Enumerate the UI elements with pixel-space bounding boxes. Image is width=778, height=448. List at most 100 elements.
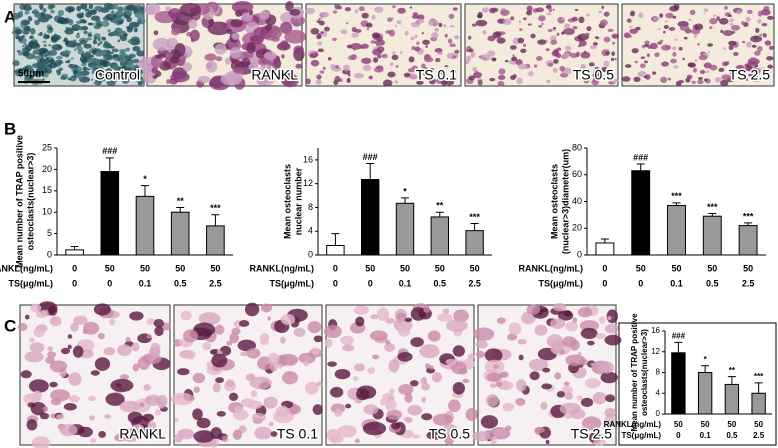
cell <box>561 385 573 395</box>
cell <box>56 414 65 420</box>
cell <box>332 37 337 41</box>
cell <box>674 38 678 41</box>
cell <box>454 35 460 40</box>
cell <box>128 53 136 59</box>
cell <box>348 55 356 61</box>
cell <box>760 9 771 16</box>
cell <box>39 58 46 63</box>
cell <box>652 71 657 75</box>
cell <box>153 319 165 328</box>
cell <box>88 4 94 10</box>
cell <box>593 438 606 447</box>
cell <box>83 30 88 35</box>
cell <box>416 41 420 45</box>
cell <box>631 48 639 54</box>
cell <box>580 397 594 408</box>
cell <box>588 62 595 67</box>
cell <box>482 29 487 35</box>
y-tick-label: 80 <box>572 142 582 152</box>
cell <box>555 53 562 59</box>
cell <box>113 64 119 71</box>
bar <box>206 225 225 256</box>
cell <box>613 78 619 83</box>
cell <box>382 79 393 87</box>
cell <box>661 61 670 67</box>
cell <box>387 71 396 78</box>
category-label: 50 <box>743 263 753 273</box>
cell <box>584 32 590 36</box>
cell <box>305 381 319 395</box>
cell <box>312 404 323 416</box>
cell <box>43 44 47 47</box>
cell <box>107 54 113 59</box>
cell <box>439 69 445 75</box>
cell <box>470 51 476 58</box>
cell <box>75 64 79 68</box>
cell <box>110 51 114 54</box>
cell <box>114 78 118 82</box>
cell <box>467 35 472 40</box>
cell <box>259 48 264 54</box>
cell <box>93 81 100 85</box>
cell <box>729 22 734 26</box>
cell <box>600 371 618 384</box>
cell <box>100 64 104 68</box>
cell <box>586 13 591 17</box>
cell <box>472 67 478 72</box>
cell <box>547 28 553 32</box>
cell <box>101 36 107 41</box>
cell <box>537 39 547 45</box>
cell <box>621 76 631 82</box>
row-label: RANKL(ng/mL) <box>519 263 584 273</box>
cell <box>633 76 641 83</box>
cell <box>244 302 260 317</box>
chart-frame <box>618 322 777 446</box>
cell <box>46 69 52 74</box>
cell <box>317 48 324 53</box>
error-bar <box>701 365 710 373</box>
error-bar <box>105 157 114 172</box>
category-label: 50 <box>210 263 220 273</box>
cell <box>559 402 581 415</box>
cell <box>371 14 376 20</box>
cell <box>48 49 58 56</box>
cell <box>334 408 343 417</box>
cell <box>259 333 270 342</box>
cell <box>453 309 469 323</box>
cell <box>226 28 233 35</box>
cell <box>552 28 556 32</box>
micrograph <box>305 3 462 87</box>
cell <box>168 53 173 58</box>
cell <box>90 55 95 58</box>
cell <box>576 51 580 57</box>
cell <box>270 431 278 437</box>
cell <box>504 59 509 63</box>
cell <box>50 389 71 402</box>
cell <box>205 61 218 73</box>
cell <box>438 22 443 28</box>
cell <box>629 28 638 34</box>
y-tick-label: 8 <box>656 368 661 377</box>
cell <box>353 363 365 372</box>
cell <box>196 417 211 429</box>
cell <box>56 69 62 76</box>
cell <box>246 347 261 359</box>
cell <box>480 415 499 429</box>
cell <box>448 399 461 413</box>
cell <box>385 398 397 412</box>
cell <box>103 347 116 356</box>
cell <box>45 56 49 60</box>
cell <box>417 18 425 24</box>
cell <box>345 22 349 25</box>
cell <box>92 39 98 45</box>
cell <box>698 76 703 81</box>
cell <box>367 367 376 374</box>
cell <box>73 315 88 325</box>
cell <box>670 58 678 64</box>
cell <box>382 392 395 402</box>
cell <box>372 57 379 63</box>
cell <box>106 80 116 86</box>
cell <box>709 26 713 30</box>
cell <box>119 48 127 53</box>
cell <box>133 67 138 72</box>
